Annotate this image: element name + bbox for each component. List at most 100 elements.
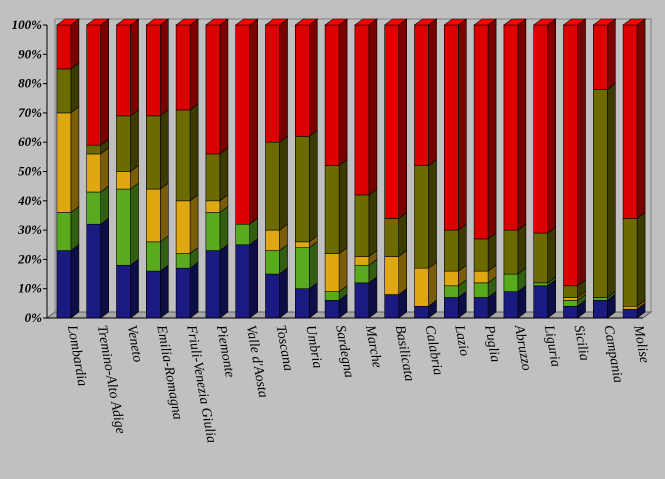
bar-segment-side <box>219 18 229 155</box>
bar-segment-side <box>517 223 527 275</box>
bar-segment <box>384 24 400 219</box>
bar-segment-side <box>189 194 199 255</box>
bar-stack <box>85 18 110 319</box>
bar-segment-side <box>279 267 288 319</box>
bar-stack <box>115 18 140 319</box>
bar-segment <box>324 300 340 319</box>
bar-segment-side <box>368 188 378 258</box>
bar-segment-side <box>636 211 646 307</box>
bar-segment-side <box>606 82 616 299</box>
y-tick-label: 100% <box>12 17 43 32</box>
x-tick-label: Sardegna <box>332 324 356 379</box>
bar-segment <box>324 24 340 166</box>
x-tick-label: Toscana <box>273 324 296 372</box>
bar-segment <box>116 24 131 117</box>
bar-segment-side <box>547 18 557 234</box>
bar-segment-side <box>517 18 527 231</box>
bar-segment-side <box>398 249 408 296</box>
bar-segment <box>324 253 340 292</box>
bar-top-cap <box>622 18 646 26</box>
x-tick-label: Umbria <box>302 324 324 370</box>
bar-segment-side <box>130 182 139 266</box>
bar-segment <box>146 270 161 319</box>
x-tick-label: Emilia-Romagna <box>153 323 185 421</box>
x-tick-label: Marche <box>362 323 384 369</box>
bar-stack <box>473 18 498 319</box>
bar-top-cap <box>145 18 170 26</box>
bar-segment-side <box>100 185 109 225</box>
bar-segment <box>86 153 101 193</box>
bar-segment <box>56 250 72 319</box>
bar-segment <box>563 300 578 307</box>
bar-segment <box>563 24 578 287</box>
bar-segment-side <box>308 241 318 290</box>
bar-segment <box>622 305 638 310</box>
bar-segment <box>294 247 310 289</box>
bar-segment <box>622 308 638 319</box>
x-tick-label: Sicilia <box>571 324 592 362</box>
y-tick-label: 0% <box>25 310 43 325</box>
y-tick-label: 60% <box>18 134 42 149</box>
bar-segment-side <box>160 109 169 190</box>
bar-segment <box>473 24 489 240</box>
bar-stack <box>264 18 289 319</box>
bar-top-cap <box>443 18 468 26</box>
bar-segment-side <box>577 18 586 287</box>
bar-segment <box>563 285 578 298</box>
bar-segment <box>265 250 280 275</box>
bar-segment-side <box>428 261 437 307</box>
bar-segment-side <box>308 18 318 137</box>
y-tick-label: 30% <box>17 222 42 237</box>
bar-segment <box>56 68 72 114</box>
bar-stack <box>383 18 408 319</box>
bar-stack <box>145 18 170 319</box>
bar-top-cap <box>383 18 408 26</box>
bar-segment-side <box>338 159 348 255</box>
bar-segment <box>414 165 429 269</box>
bar-top-cap <box>204 18 229 26</box>
x-tick-label: Piemonte <box>213 323 237 379</box>
x-tick-label: Tremino-Alto Adige <box>94 324 128 435</box>
x-tick-label: Molise <box>630 323 652 364</box>
bar-segment <box>324 291 340 301</box>
x-tick-label: Lombardia <box>64 323 90 387</box>
bar-segment <box>235 24 250 225</box>
bar-segment-side <box>160 18 169 117</box>
bar-segment-side <box>547 279 557 319</box>
bar-segment-side <box>219 147 229 202</box>
bar-segment <box>146 24 161 117</box>
bar-segment <box>414 267 429 307</box>
bar-segment <box>205 200 221 213</box>
bar-segment-side <box>100 147 109 193</box>
x-tick-label: Campania <box>600 324 625 384</box>
bar-stack <box>234 18 259 319</box>
x-tick-label: Calabria <box>422 324 446 376</box>
bar-segment-side <box>130 258 139 319</box>
bar-segment <box>265 273 280 319</box>
bar-segment <box>235 244 250 319</box>
bar-top-cap <box>324 18 349 26</box>
bar-segment-side <box>100 18 109 146</box>
bar-segment <box>146 241 161 272</box>
bar-segment-side <box>160 264 169 319</box>
bar-segment <box>533 24 549 234</box>
bar-segment <box>443 24 459 231</box>
bar-segment-side <box>70 18 80 70</box>
bar-segment-side <box>189 103 199 202</box>
bar-segment <box>443 270 459 287</box>
bar-segment <box>146 115 161 190</box>
bar-segment <box>563 297 578 301</box>
bar-segment-side <box>189 18 199 111</box>
bar-segment <box>56 112 72 213</box>
bar-segment <box>116 188 131 266</box>
bar-segment <box>354 264 370 284</box>
bar-segment <box>205 212 221 251</box>
bar-segment <box>116 171 131 190</box>
bar-segment <box>354 24 370 196</box>
bar-segment <box>116 264 131 319</box>
bar-segment-side <box>130 109 139 173</box>
bar-segment <box>56 24 72 70</box>
bar-stack <box>592 18 617 319</box>
